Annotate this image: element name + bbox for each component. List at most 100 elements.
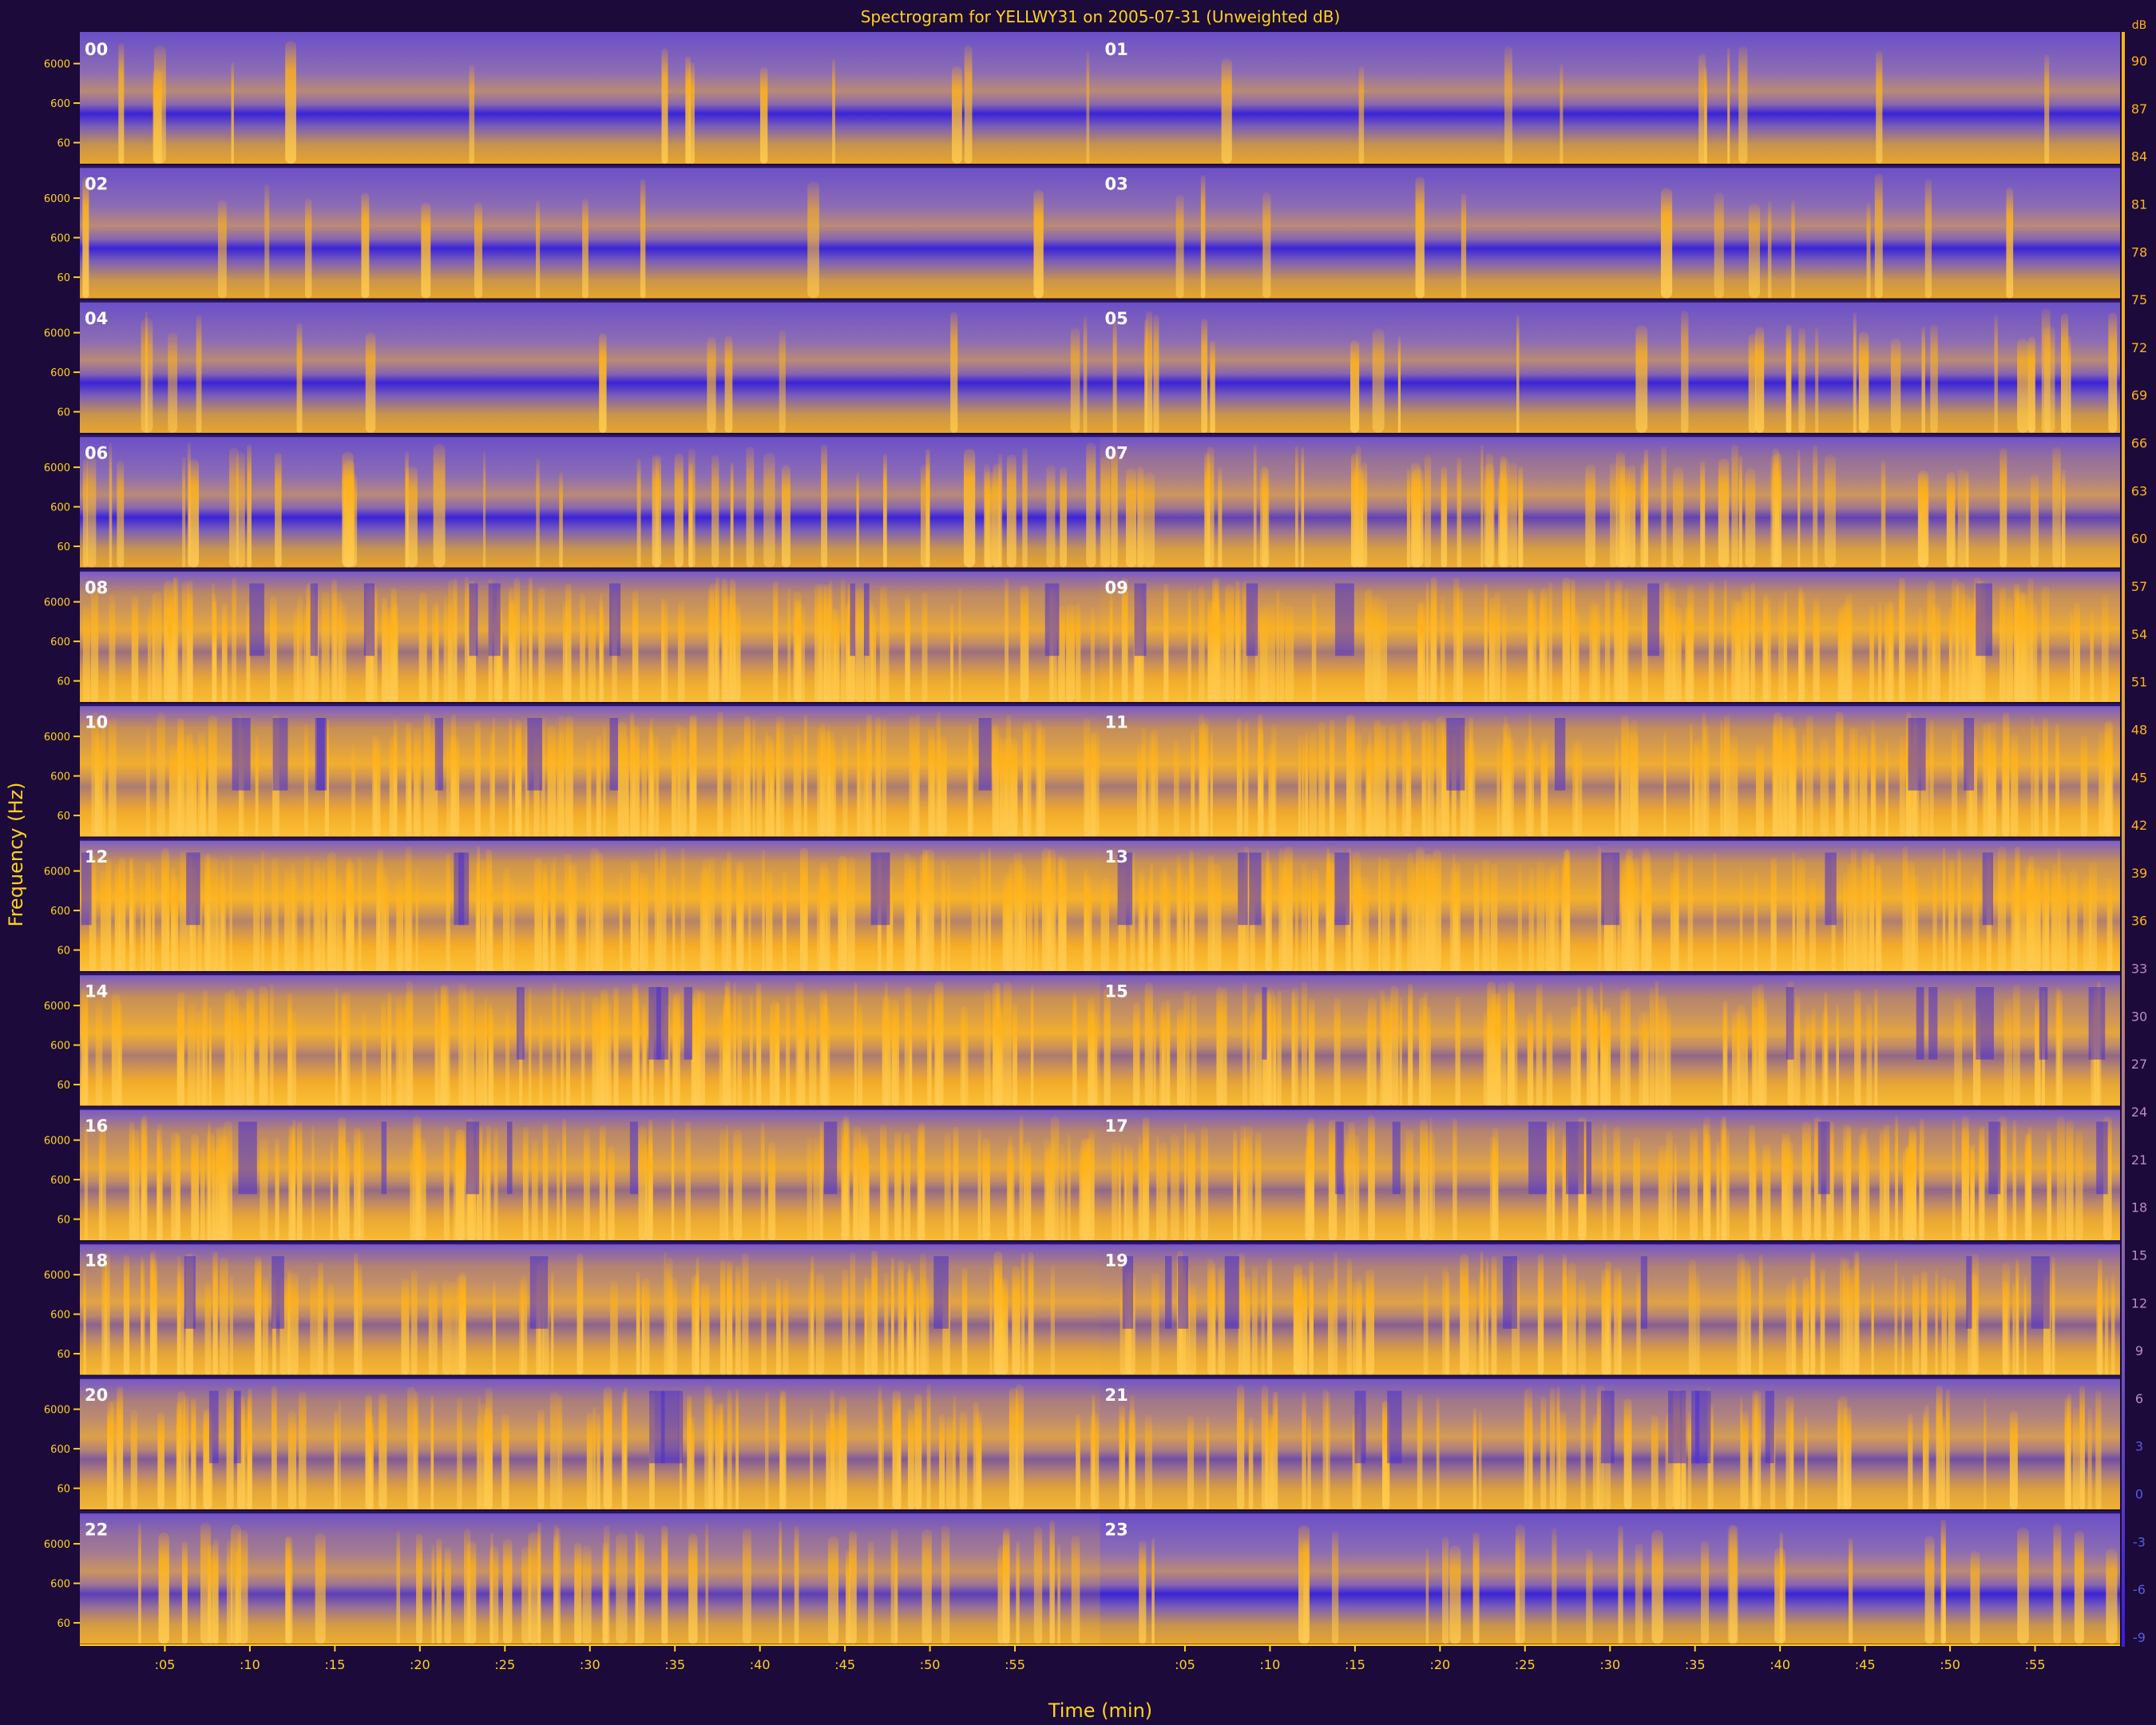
colorbar-tick-label: 27 xyxy=(2131,1057,2147,1072)
call-streak xyxy=(528,1531,540,1644)
call-streak xyxy=(151,1259,157,1375)
call-streak xyxy=(1516,315,1520,433)
call-streak xyxy=(775,1002,779,1106)
row-divider xyxy=(80,165,2120,169)
call-streak xyxy=(1895,1116,1899,1240)
call-streak xyxy=(1854,989,1861,1106)
call-streak xyxy=(1549,1387,1556,1509)
call-streak xyxy=(1221,58,1232,164)
call-streak xyxy=(599,593,603,702)
call-streak xyxy=(246,601,251,702)
call-streak xyxy=(1191,729,1195,837)
call-streak xyxy=(1277,989,1282,1106)
call-streak xyxy=(1266,604,1276,702)
call-streak xyxy=(1378,856,1381,971)
call-streak xyxy=(582,199,589,299)
call-streak xyxy=(450,714,457,837)
call-streak xyxy=(666,1263,669,1375)
hour-label: 14 xyxy=(85,982,108,1001)
call-streak xyxy=(1151,728,1159,837)
call-streak xyxy=(220,1257,228,1375)
call-streak xyxy=(842,856,848,971)
call-streak xyxy=(797,1004,806,1106)
call-streak xyxy=(212,1251,218,1375)
call-streak xyxy=(1957,849,1961,971)
call-streak xyxy=(101,720,106,837)
call-streak xyxy=(1472,1533,1480,1644)
call-streak xyxy=(1651,1414,1659,1509)
call-streak xyxy=(1060,1142,1065,1240)
call-streak xyxy=(2072,1407,2080,1509)
call-streak xyxy=(264,184,270,299)
call-streak xyxy=(1425,1548,1429,1644)
call-streak xyxy=(938,736,947,837)
call-streak xyxy=(355,1263,363,1375)
call-streak xyxy=(486,1124,491,1240)
call-streak xyxy=(83,1268,86,1375)
call-streak xyxy=(1762,597,1771,702)
quiet-gap xyxy=(1647,583,1659,656)
call-streak xyxy=(232,577,236,702)
call-streak xyxy=(529,577,533,702)
call-streak xyxy=(393,719,398,837)
call-streak xyxy=(1731,599,1738,702)
hour-label: 04 xyxy=(85,309,108,328)
call-streak xyxy=(1605,1260,1611,1375)
call-streak xyxy=(856,473,859,568)
call-streak xyxy=(216,871,222,971)
call-streak xyxy=(347,472,358,568)
hour-panel-12: 12 xyxy=(80,839,1100,971)
call-streak xyxy=(830,1413,834,1509)
quiet-gap xyxy=(1165,1256,1172,1329)
call-streak xyxy=(91,712,100,837)
call-streak xyxy=(638,1125,647,1240)
panel-background xyxy=(1100,166,2120,299)
call-streak xyxy=(1702,1124,1709,1240)
call-streak xyxy=(2080,735,2088,837)
call-streak xyxy=(1527,589,1534,702)
call-streak xyxy=(2074,601,2080,702)
time-tick-label: :20 xyxy=(410,1657,430,1672)
call-streak xyxy=(894,1131,902,1240)
hour-label: 11 xyxy=(1105,713,1128,732)
call-streak xyxy=(117,460,125,568)
call-streak xyxy=(1797,450,1801,568)
call-streak xyxy=(318,1262,323,1375)
call-streak xyxy=(827,1536,839,1644)
call-streak xyxy=(1878,601,1882,702)
hour-label: 23 xyxy=(1105,1521,1128,1540)
call-streak xyxy=(417,1137,426,1240)
call-streak xyxy=(1610,462,1617,568)
colorbar-tick-label: 63 xyxy=(2131,483,2147,498)
call-streak xyxy=(271,1386,277,1509)
call-streak xyxy=(547,725,557,837)
call-streak xyxy=(1111,448,1118,568)
call-streak xyxy=(1681,311,1689,433)
call-streak xyxy=(1820,1268,1825,1375)
call-streak xyxy=(1254,1131,1262,1240)
call-streak xyxy=(430,1395,434,1509)
call-streak xyxy=(761,1279,767,1375)
call-streak xyxy=(826,867,830,971)
call-streak xyxy=(1869,853,1875,971)
call-streak xyxy=(105,858,112,971)
call-streak xyxy=(152,865,155,971)
call-streak xyxy=(1836,1004,1839,1106)
call-streak xyxy=(1620,989,1627,1106)
call-streak xyxy=(730,462,734,568)
call-streak xyxy=(1805,715,1813,837)
panel-background xyxy=(1100,301,2120,433)
call-streak xyxy=(1603,1006,1611,1106)
call-streak xyxy=(401,1278,410,1375)
call-streak xyxy=(1389,724,1397,837)
call-streak xyxy=(1920,1271,1928,1375)
call-streak xyxy=(118,857,126,971)
call-streak xyxy=(1758,983,1764,1106)
call-streak xyxy=(1349,339,1360,433)
call-streak xyxy=(157,1143,163,1240)
call-streak xyxy=(727,1389,732,1509)
row-divider xyxy=(80,838,2120,841)
frequency-tick-label: 600 xyxy=(50,502,70,514)
call-streak xyxy=(2055,987,2060,1106)
call-streak xyxy=(191,1398,196,1509)
